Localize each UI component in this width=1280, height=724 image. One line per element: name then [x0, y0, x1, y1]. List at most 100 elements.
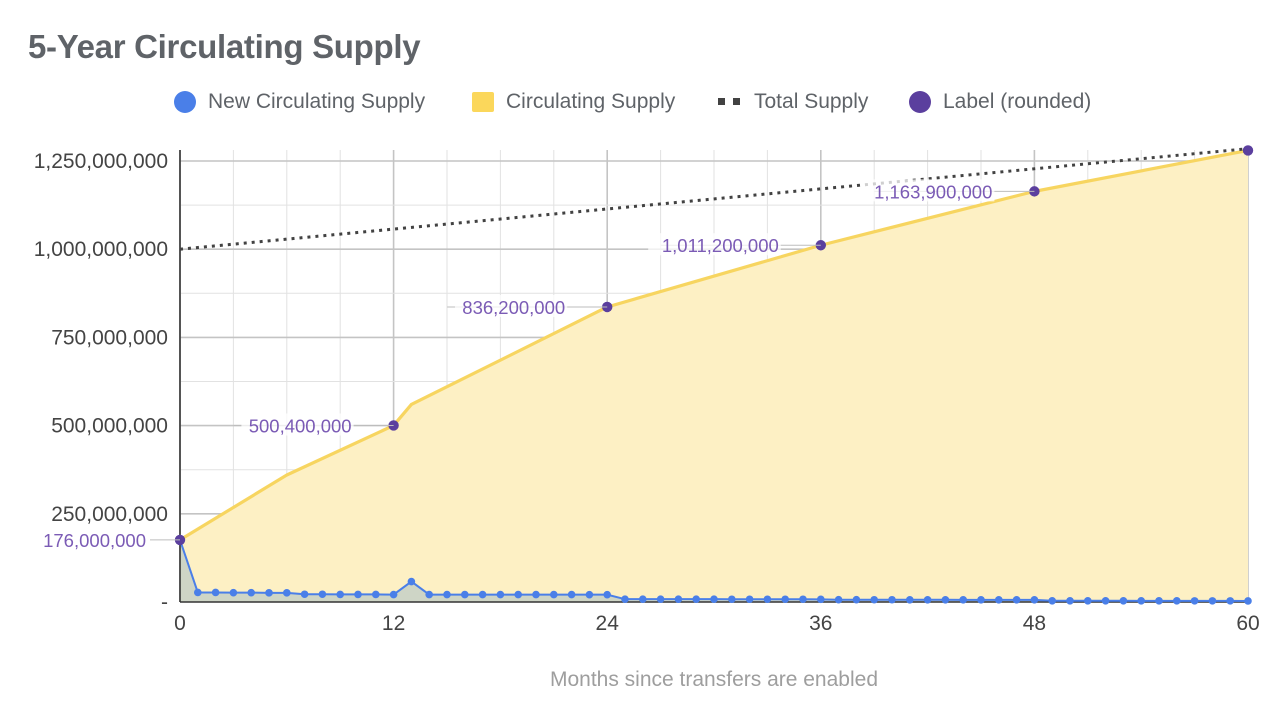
new-supply-point — [336, 590, 345, 599]
new-supply-point — [229, 588, 238, 597]
x-tick-label: 0 — [174, 612, 186, 635]
circulating-supply-area — [180, 150, 1248, 602]
new-supply-point — [781, 595, 789, 604]
new-supply-point — [461, 590, 469, 599]
new-supply-point — [834, 595, 843, 604]
new-supply-point — [354, 590, 362, 599]
legend-circle-icon — [909, 91, 931, 113]
new-supply-point — [1084, 597, 1092, 605]
new-supply-point — [1030, 596, 1039, 604]
new-supply-point — [407, 577, 416, 586]
new-supply-point — [1119, 597, 1128, 605]
new-supply-point — [372, 590, 380, 599]
y-tick-label: - — [161, 591, 168, 614]
new-supply-point — [639, 595, 647, 603]
new-supply-point — [318, 590, 327, 599]
new-supply-point — [1226, 597, 1234, 605]
data-label: 176,000,000 — [43, 530, 146, 551]
new-supply-point — [941, 595, 950, 604]
data-label-bg — [648, 233, 781, 256]
new-supply-point — [532, 590, 540, 599]
new-supply-point — [1101, 597, 1110, 605]
new-supply-point — [585, 590, 594, 599]
new-supply-point — [1173, 597, 1181, 605]
new-supply-point — [728, 595, 736, 604]
data-label: 1,011,200,000 — [662, 235, 779, 256]
new-supply-point — [425, 590, 434, 599]
chart-title: 5-Year Circulating Supply — [28, 28, 421, 65]
legend-label: Label (rounded) — [943, 90, 1092, 113]
new-supply-point — [995, 596, 1003, 604]
new-supply-point — [1066, 596, 1074, 605]
new-supply-point — [674, 595, 683, 603]
new-supply-point — [603, 590, 611, 599]
legend-item-label-rounded[interactable]: Label (rounded) — [909, 88, 1091, 116]
x-axis-title: Months since transfers are enabled — [549, 668, 878, 691]
legend-circle-icon — [174, 91, 196, 113]
new-supply-point — [1048, 596, 1056, 605]
y-tick-label: 1,250,000,000 — [34, 150, 168, 173]
new-supply-point — [710, 595, 718, 603]
new-supply-point — [247, 588, 255, 597]
new-supply-point — [478, 590, 487, 599]
new-supply-point — [1137, 597, 1145, 605]
new-supply-point — [817, 595, 825, 604]
total-supply-line — [179, 147, 1249, 251]
new-supply-point — [852, 595, 861, 604]
new-supply-point — [389, 590, 398, 599]
new-supply-point — [870, 595, 878, 604]
data-label-bg — [861, 179, 995, 202]
new-supply-point — [265, 589, 273, 597]
legend-label: New Circulating Supply — [208, 90, 426, 113]
data-label-bg — [455, 294, 568, 317]
new-supply-point — [763, 595, 772, 604]
new-supply-point — [959, 596, 967, 604]
x-tick-label: 12 — [382, 612, 405, 635]
new-supply-point — [1244, 597, 1252, 605]
new-supply-point — [1012, 596, 1021, 604]
new-supply-point — [1208, 597, 1217, 605]
data-label: 500,400,000 — [249, 415, 352, 436]
y-tick-label: 250,000,000 — [51, 503, 168, 526]
new-supply-point — [906, 595, 914, 604]
chart-legend: New Circulating Supply Circulating Suppl… — [0, 88, 1280, 116]
new-supply-point — [745, 595, 754, 604]
x-tick-label: 60 — [1236, 612, 1259, 635]
new-supply-point — [211, 588, 220, 597]
new-supply-point — [656, 595, 665, 603]
x-tick-label: 24 — [596, 612, 620, 635]
legend-item-total-supply[interactable]: Total Supply — [718, 88, 868, 116]
new-supply-point — [283, 589, 291, 597]
legend-dots-icon — [718, 98, 742, 106]
new-supply-point — [194, 588, 202, 597]
new-supply-point — [923, 595, 932, 604]
data-label: 1,163,900,000 — [874, 181, 992, 202]
legend-item-circulating-supply[interactable]: Circulating Supply — [472, 88, 675, 116]
legend-label: Circulating Supply — [506, 90, 676, 113]
data-label-bg — [241, 413, 354, 436]
legend-item-new-circulating-supply[interactable]: New Circulating Supply — [174, 88, 425, 116]
new-supply-point — [799, 595, 807, 604]
data-label: 836,200,000 — [462, 297, 565, 318]
new-supply-point — [567, 590, 576, 599]
data-label-bg — [35, 527, 148, 550]
new-supply-point — [550, 590, 558, 599]
label-point — [1242, 145, 1254, 156]
new-supply-point — [977, 596, 985, 604]
y-tick-label: 750,000,000 — [51, 326, 168, 349]
legend-square-icon — [472, 92, 494, 112]
label-point — [1029, 186, 1040, 197]
new-supply-point — [300, 590, 309, 599]
y-tick-label: 1,000,000,000 — [34, 238, 168, 261]
new-supply-point — [443, 590, 451, 599]
x-tick-label: 48 — [1023, 612, 1046, 635]
new-supply-point — [496, 590, 505, 599]
new-supply-point — [888, 595, 896, 604]
legend-label: Total Supply — [754, 90, 869, 113]
new-supply-point — [621, 595, 629, 603]
new-supply-point — [1190, 597, 1199, 605]
new-supply-point — [1155, 597, 1163, 605]
new-supply-point — [514, 590, 522, 599]
x-tick-label: 36 — [809, 612, 832, 635]
